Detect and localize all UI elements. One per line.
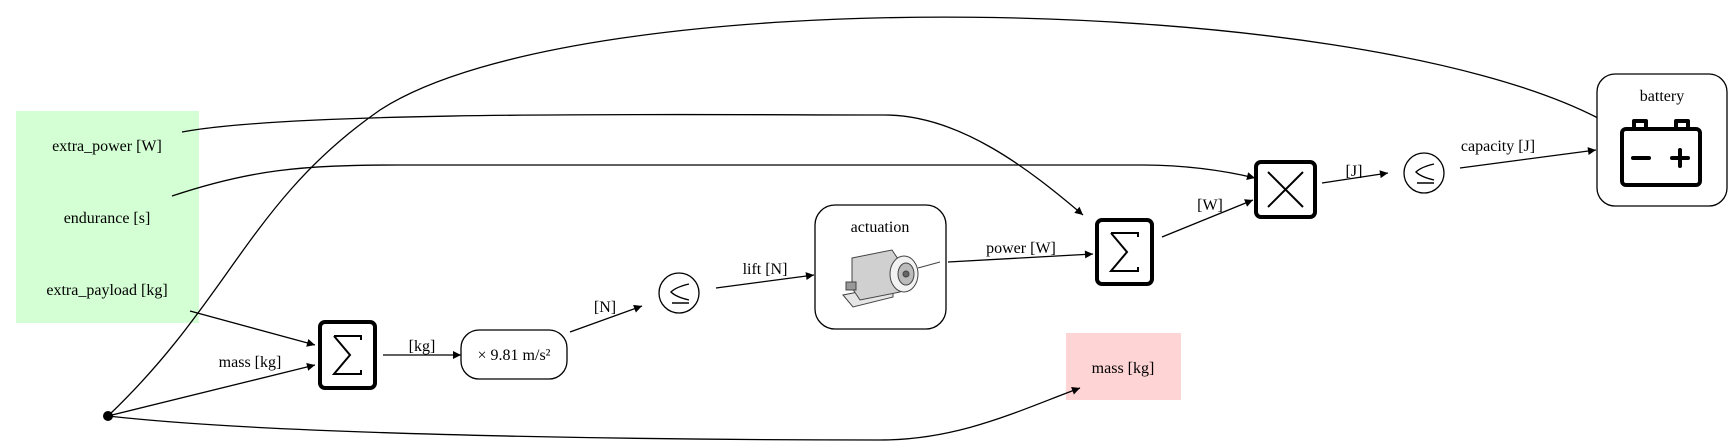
summation-icon — [318, 320, 377, 390]
input-extra-power: extra_power [W] — [52, 138, 162, 155]
edge-label-newton: [N] — [594, 299, 616, 316]
inputs-box — [16, 111, 199, 323]
output-mass-box — [1066, 333, 1181, 400]
edge-sum-product — [1161, 199, 1254, 238]
precedes-equal-icon — [1403, 152, 1445, 194]
edge-endurance-product — [171, 164, 1256, 197]
actuation-node: actuation — [814, 204, 947, 330]
edge-gravity-constraint — [569, 304, 643, 333]
edge-label-lift: lift [N] — [743, 261, 788, 278]
battery-icon — [1620, 119, 1702, 187]
edge-label-power: power [W] — [986, 240, 1056, 257]
input-endurance: endurance [s] — [64, 210, 151, 227]
summation-icon — [1095, 218, 1154, 286]
actuation-label: actuation — [851, 219, 910, 236]
edge-label-kg: [kg] — [409, 338, 436, 355]
battery-node: battery — [1596, 73, 1728, 207]
edge-constraint-actuation — [715, 272, 815, 289]
edge-actuation-sum — [947, 250, 1094, 263]
edge-extrapower-sum — [181, 113, 1084, 216]
edge-label-watt: [W] — [1197, 197, 1223, 214]
edge-source-battery — [107, 16, 1599, 417]
precedes-equal-icon — [658, 272, 700, 314]
input-extra-payload: extra_payload [kg] — [46, 282, 167, 299]
gravity-node — [460, 329, 568, 380]
output-mass: mass [kg] — [1092, 360, 1155, 377]
gravity-label: × 9.81 m/s² — [478, 347, 551, 364]
edge-source-outputmass — [107, 386, 1081, 441]
edge-label-mass: mass [kg] — [219, 354, 282, 371]
battery-label: battery — [1640, 88, 1684, 105]
edge-product-constraint — [1321, 170, 1389, 184]
edge-label-capacity: capacity [J] — [1461, 138, 1535, 155]
multiply-icon — [1254, 160, 1317, 219]
actuator-drawing-icon — [842, 249, 941, 308]
edge-label-joule: [J] — [1346, 163, 1363, 180]
edge-payload-sum — [189, 310, 316, 347]
edge-mass-sum — [107, 363, 316, 417]
edge-constraint-battery — [1459, 147, 1597, 169]
